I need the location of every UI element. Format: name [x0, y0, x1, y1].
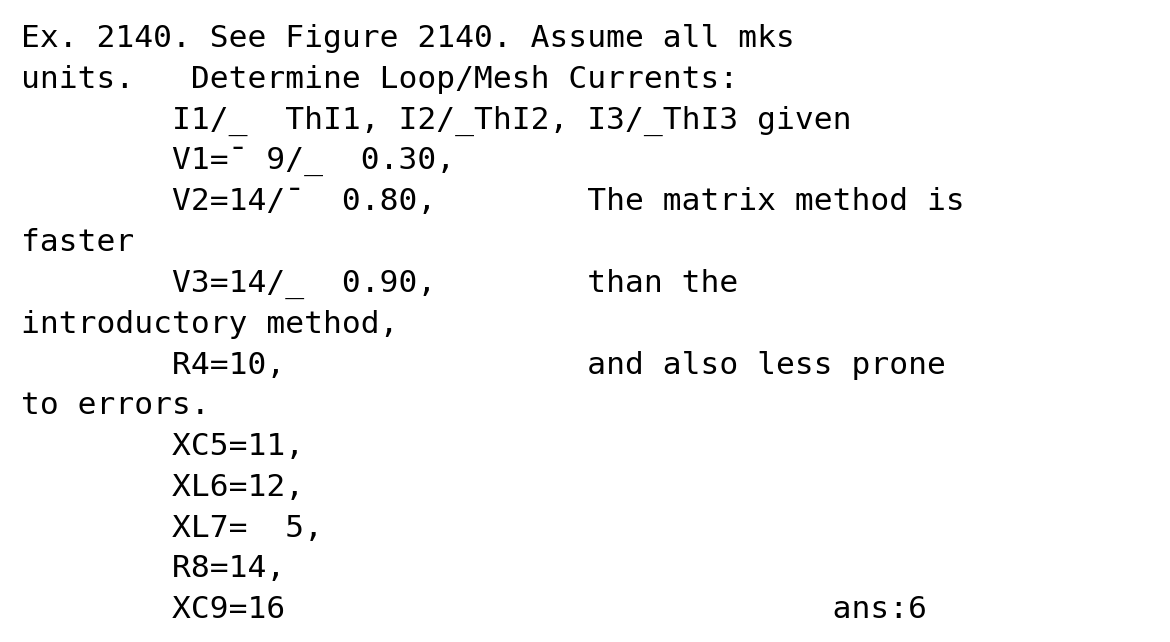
Text: XC9=16                             ans:6: XC9=16 ans:6 — [21, 595, 927, 624]
Text: faster: faster — [21, 229, 135, 257]
Text: I1/_  ThI1, I2/_ThI2, I3/_ThI3 given: I1/_ ThI1, I2/_ThI2, I3/_ThI3 given — [21, 106, 852, 136]
Text: V2=14/¯  0.80,        The matrix method is: V2=14/¯ 0.80, The matrix method is — [21, 187, 965, 216]
Text: R4=10,                and also less prone: R4=10, and also less prone — [21, 351, 945, 379]
Text: introductory method,: introductory method, — [21, 310, 399, 339]
Text: XL6=12,: XL6=12, — [21, 473, 304, 502]
Text: XC5=11,: XC5=11, — [21, 432, 304, 461]
Text: V1=¯ 9/_  0.30,: V1=¯ 9/_ 0.30, — [21, 147, 455, 176]
Text: to errors.: to errors. — [21, 392, 209, 421]
Text: units.   Determine Loop/Mesh Currents:: units. Determine Loop/Mesh Currents: — [21, 65, 738, 94]
Text: V3=14/_  0.90,        than the: V3=14/_ 0.90, than the — [21, 269, 738, 299]
Text: Ex. 2140. See Figure 2140. Assume all mks: Ex. 2140. See Figure 2140. Assume all mk… — [21, 24, 794, 53]
Text: XL7=  5,: XL7= 5, — [21, 514, 323, 542]
Text: R8=14,: R8=14, — [21, 555, 285, 584]
